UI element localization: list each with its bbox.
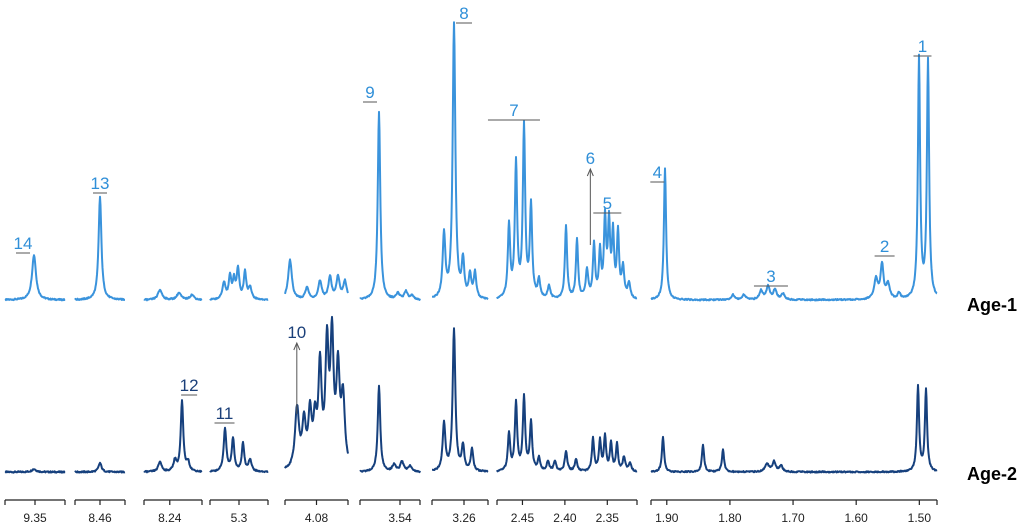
axis-tick-label: 1.50	[908, 511, 932, 525]
peak-arrowhead-10	[293, 341, 301, 351]
peak-label-9: 9	[365, 83, 374, 102]
axis-tick-label: 2.35	[596, 511, 620, 525]
axis-tick-label: 3.54	[388, 511, 412, 525]
spectrum-trace-age2-segment-9	[650, 383, 938, 474]
spectrum-trace-age2-segment-3	[143, 399, 203, 474]
spectrum-trace-age2-segment-6	[359, 384, 421, 474]
spectrum-trace-age1-segment-7	[431, 21, 489, 301]
spectrum-trace-age2-segment-8	[496, 393, 638, 473]
axis-tick-label: 1.70	[781, 511, 805, 525]
peak-label-3: 3	[766, 267, 775, 286]
spectrum-trace-age1-segment-6	[359, 110, 421, 301]
spectrum-trace-age1-segment-9	[650, 53, 938, 302]
spectrum-trace-age1-segment-8	[496, 119, 638, 300]
peak-label-1: 1	[918, 37, 927, 56]
spectrum-trace-age2-segment-7	[431, 327, 489, 473]
axis-tick-label: 5.3	[231, 511, 248, 525]
spectrum-trace-age2-segment-2	[74, 461, 126, 474]
axis-tick-label: 1.90	[655, 511, 679, 525]
peak-label-2: 2	[880, 237, 889, 256]
peak-arrowhead-6	[586, 167, 594, 177]
spectrum-traces	[4, 21, 938, 474]
peak-label-5: 5	[603, 194, 612, 213]
axis-tick-label: 2.45	[511, 511, 535, 525]
series-label-age1: Age-1	[967, 295, 1017, 315]
spectrum-trace-age2-segment-5	[284, 315, 349, 469]
spectrum-trace-age1-segment-3	[143, 288, 203, 302]
axis-tick-label: 3.26	[452, 511, 476, 525]
ppm-axis: 9.35 8.46 8.24 5.3 4.08 3.54 3.26 2.45 2.40 2.35 1…	[4, 499, 938, 525]
peak-label-14: 14	[14, 234, 33, 253]
axis-tick-label: 1.80	[718, 511, 742, 525]
peak-label-12: 12	[180, 376, 199, 395]
spectrum-trace-age1-segment-5	[284, 258, 349, 299]
peak-label-7: 7	[509, 101, 518, 120]
spectrum-trace-age1-segment-2	[74, 195, 126, 301]
peak-label-6: 6	[586, 149, 595, 168]
axis-tick-label: 9.35	[23, 511, 47, 525]
axis-tick-label: 4.08	[305, 511, 329, 525]
spectrum-trace-age2-segment-4	[209, 426, 269, 474]
axis-tick-label: 1.60	[845, 511, 869, 525]
peak-label-13: 13	[91, 174, 110, 193]
spectrum-trace-age1-segment-4	[209, 264, 269, 301]
axis-tick-label: 8.24	[158, 511, 182, 525]
peak-label-8: 8	[459, 4, 468, 23]
axis-tick-label: 2.40	[553, 511, 577, 525]
spectrum-trace-age2-segment-1	[4, 468, 66, 474]
series-label-age2: Age-2	[967, 464, 1017, 484]
axis-tick-label: 8.46	[88, 511, 112, 525]
peak-label-11: 11	[216, 404, 234, 423]
spectrum-trace-age1-segment-1	[4, 254, 66, 302]
peak-label-4: 4	[653, 163, 662, 182]
peak-label-10: 10	[287, 323, 306, 342]
